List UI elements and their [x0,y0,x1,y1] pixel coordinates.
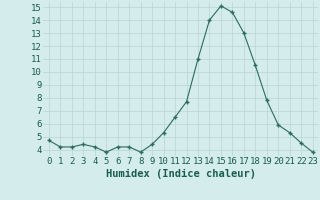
X-axis label: Humidex (Indice chaleur): Humidex (Indice chaleur) [106,169,256,179]
